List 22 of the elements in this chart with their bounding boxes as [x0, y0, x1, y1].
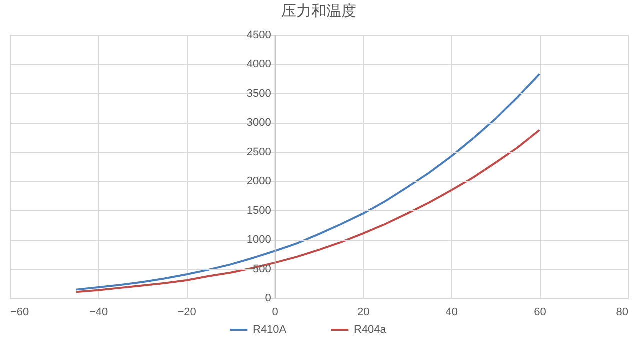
line-series	[75, 129, 541, 294]
x-tick-label: −60	[10, 306, 30, 318]
y-tick-label: 500	[253, 263, 272, 276]
x-tick-label: −20	[178, 306, 196, 318]
x-tick-label: −40	[89, 306, 108, 318]
y-tick-label: 1000	[246, 234, 272, 246]
y-tick-label: 4000	[246, 58, 272, 71]
legend-label: R410A	[253, 324, 288, 336]
y-tick-label: 3500	[246, 88, 272, 100]
y-tick-label: 1500	[246, 204, 272, 217]
legend-label: R404a	[354, 324, 388, 336]
x-tick-label: 80	[616, 306, 628, 318]
y-tick-label: 2000	[246, 176, 272, 188]
line-series	[75, 73, 541, 291]
y-tick-label: 4500	[246, 30, 272, 42]
x-tick-label: 40	[446, 306, 458, 318]
chart-title: 压力和温度	[282, 2, 356, 20]
x-tick-label: 20	[358, 306, 370, 318]
y-tick-label: 2500	[246, 146, 272, 158]
x-tick-label: 60	[534, 306, 546, 318]
y-tick-label: 0	[265, 292, 272, 304]
y-tick-label: 3000	[246, 117, 272, 130]
